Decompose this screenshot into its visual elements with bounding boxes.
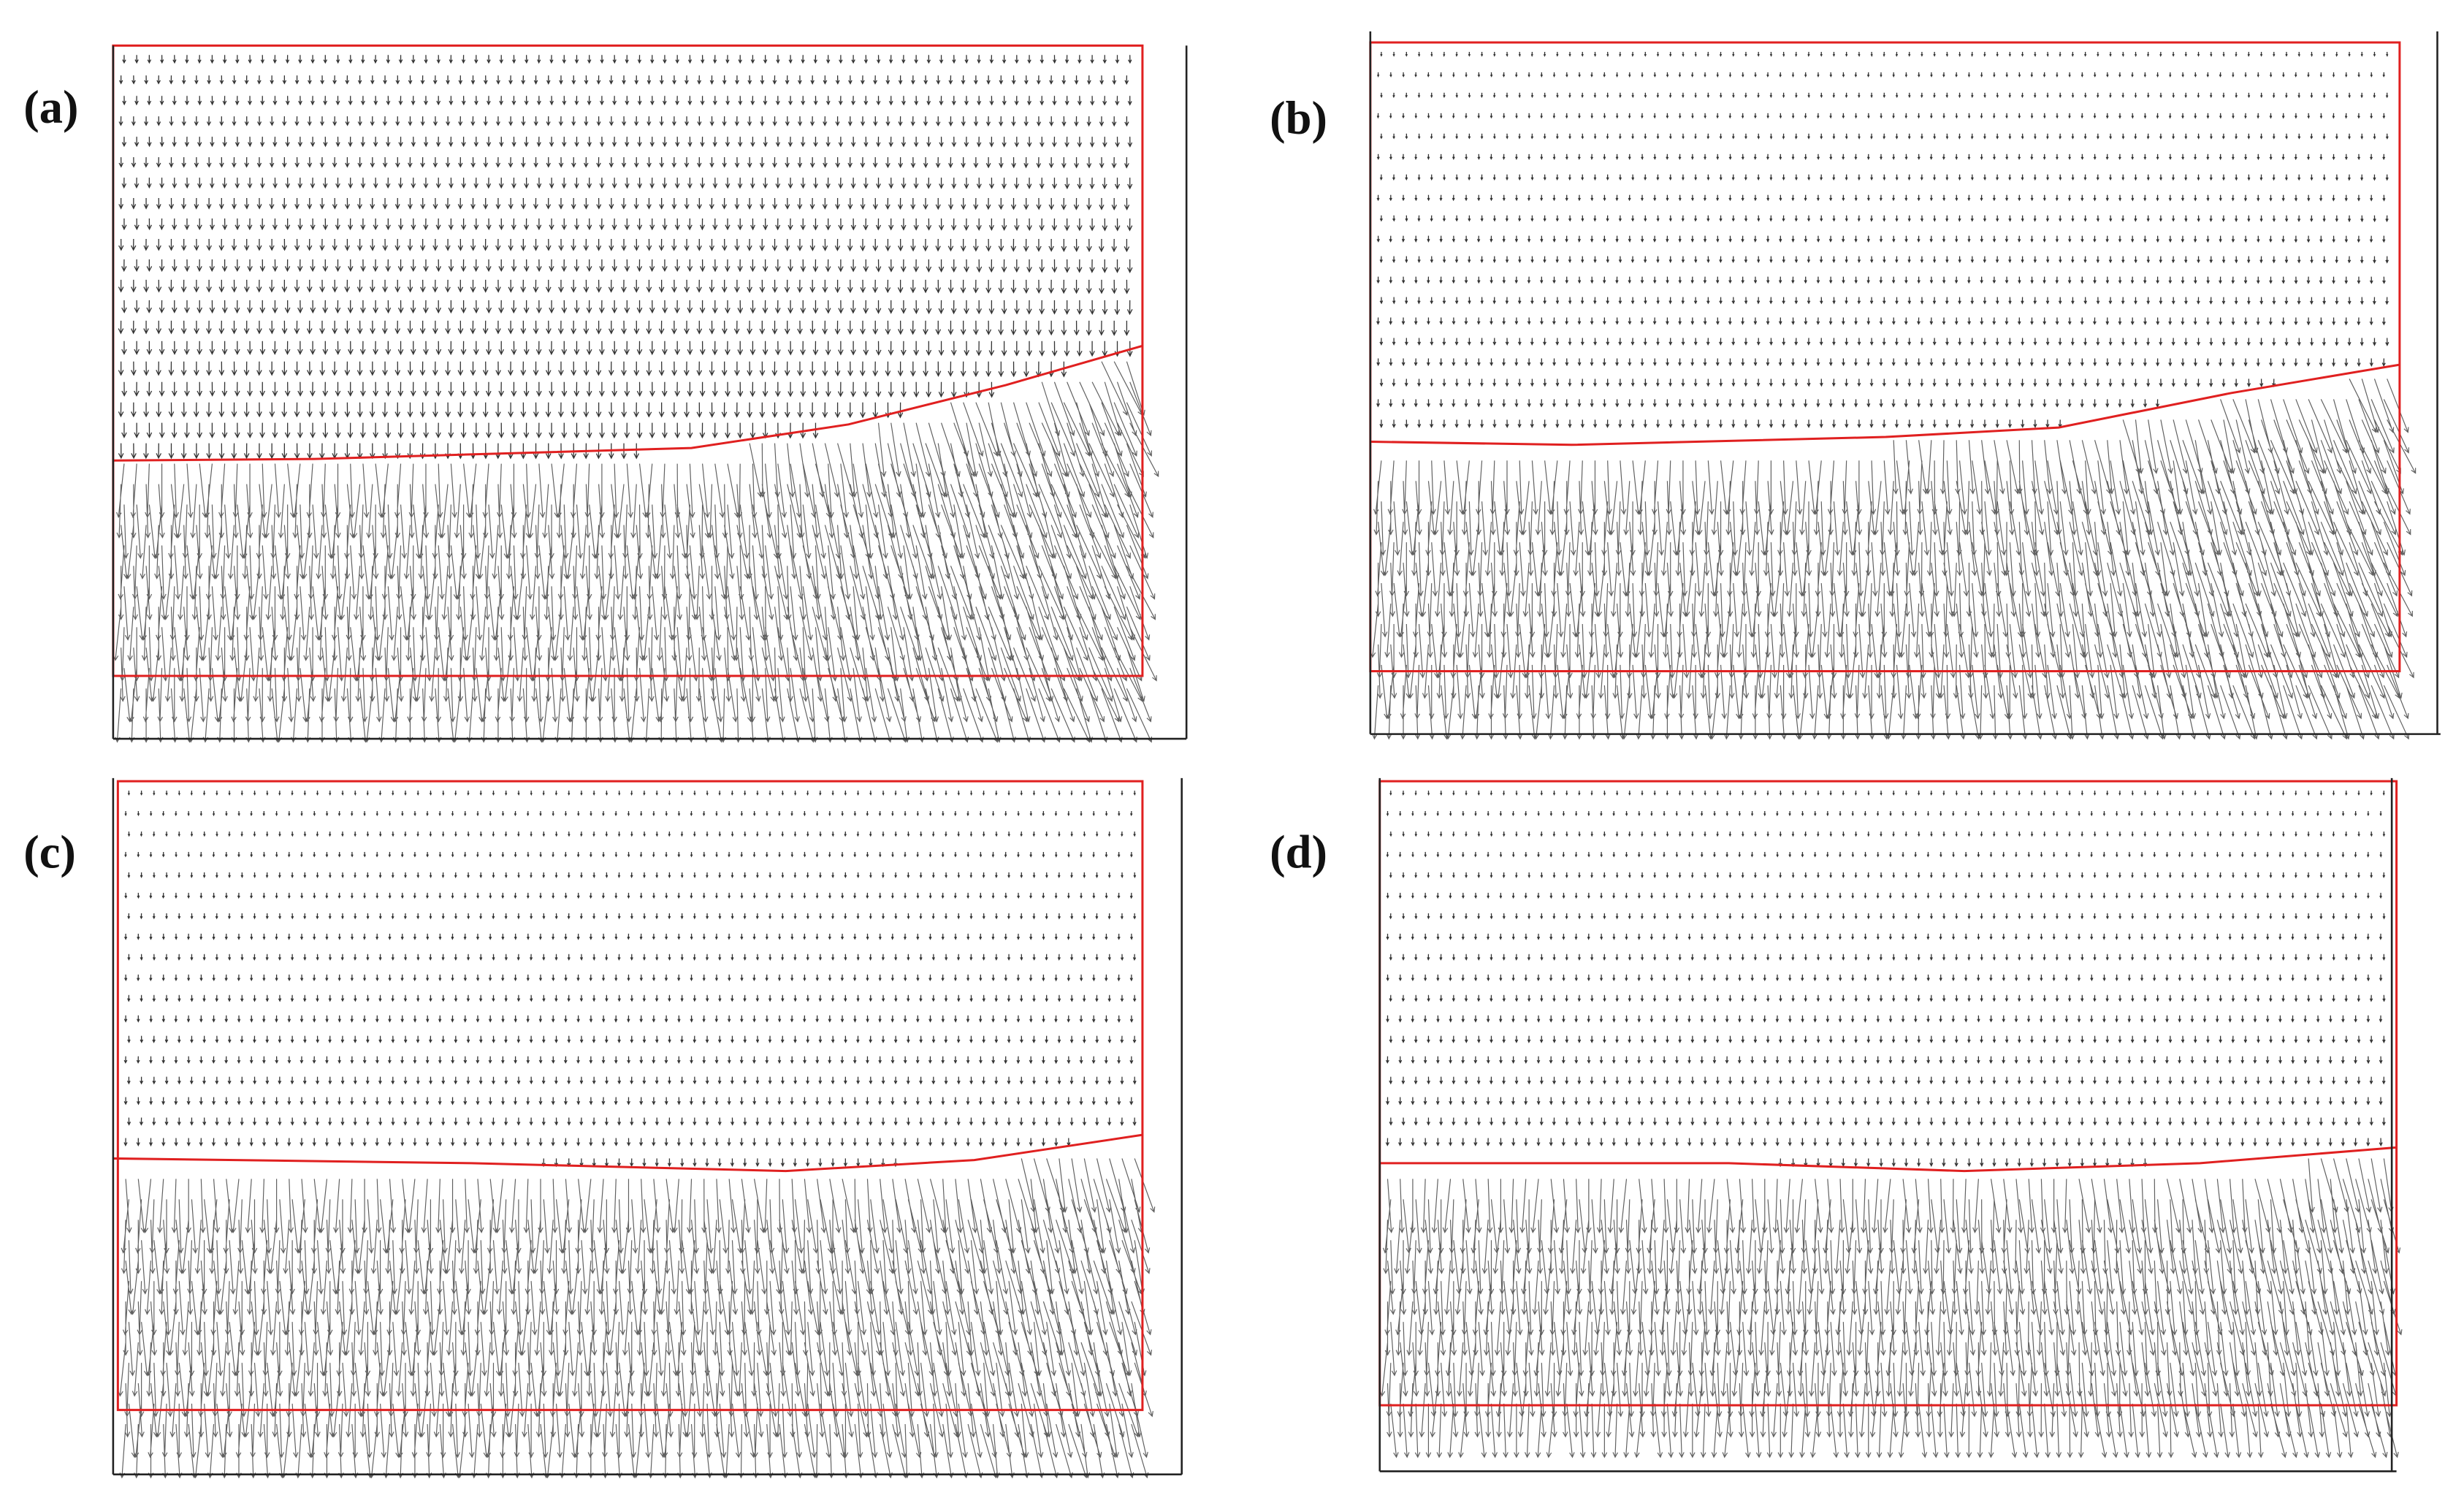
vectors-lower [1370, 378, 2417, 740]
vectors-upper [123, 791, 1137, 1168]
vectors-upper [118, 55, 1133, 460]
domain-boundary [116, 780, 1144, 1412]
panel: (d) [1270, 777, 2403, 1472]
panel-label: (c) [23, 825, 76, 878]
panel: (a) [23, 44, 1188, 743]
interface-line [1379, 1146, 2397, 1173]
interface-line [1370, 363, 2400, 446]
vectors-upper [1376, 51, 2389, 429]
panel: (c) [23, 777, 1183, 1479]
interface-line [112, 344, 1143, 462]
vectors-lower [112, 361, 1159, 743]
interface-line [112, 1133, 1143, 1173]
vectors-lower [118, 1158, 1156, 1479]
panel-label: (a) [23, 80, 78, 133]
panel-label: (d) [1270, 825, 1327, 878]
vectors-upper [1385, 791, 2386, 1168]
domain-boundary [112, 44, 1144, 677]
figure-root: (a) (b) (c) (d) [23, 31, 2441, 1479]
panel: (b) [1270, 31, 2441, 740]
panel-label: (b) [1270, 91, 1327, 144]
vectors-lower [1379, 1158, 2403, 1458]
